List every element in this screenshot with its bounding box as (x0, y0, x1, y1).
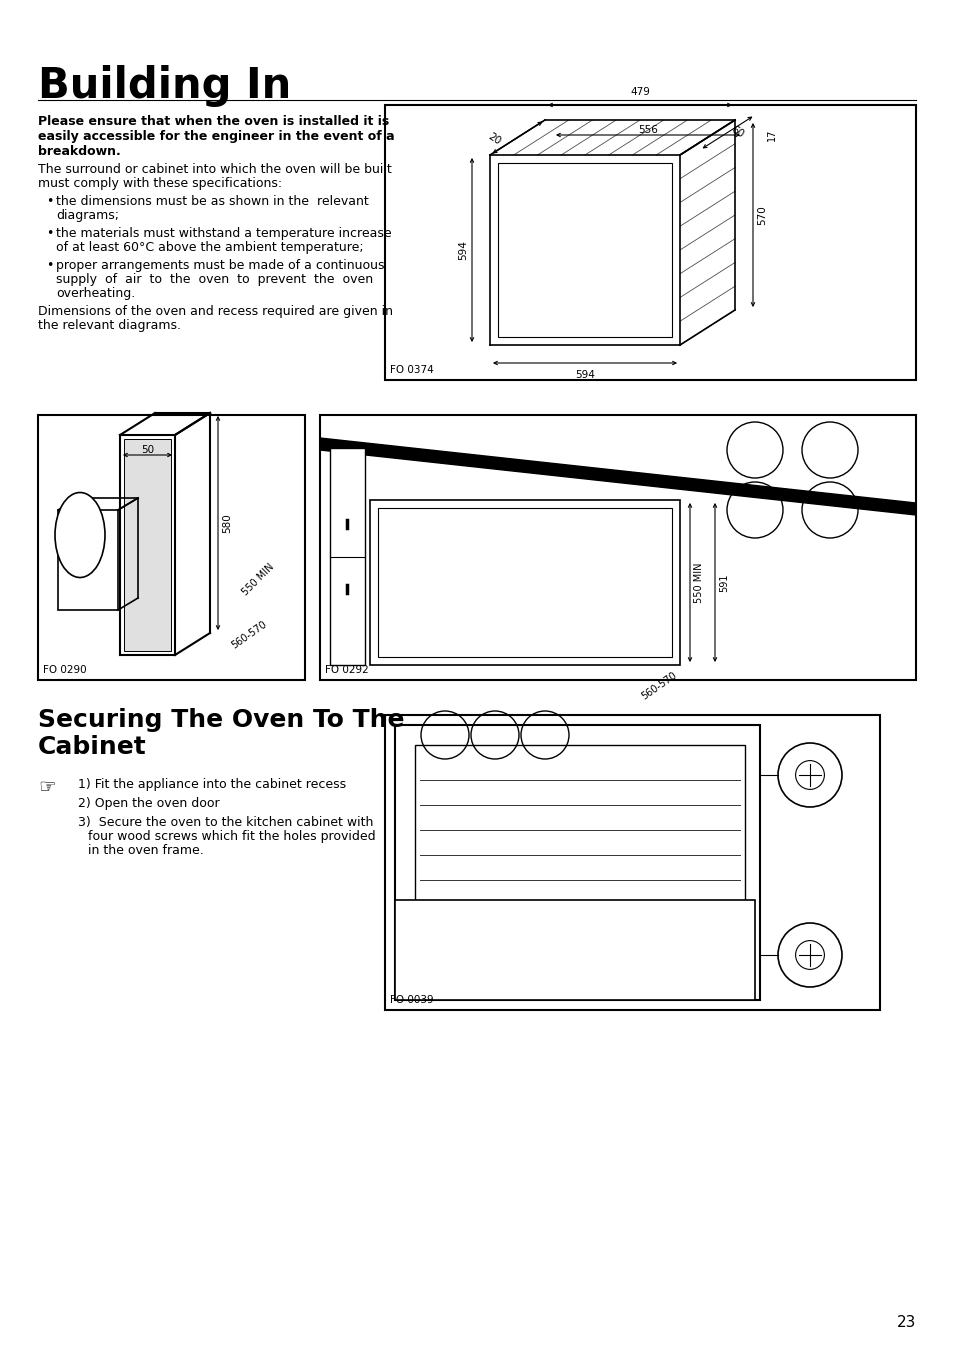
Text: the relevant diagrams.: the relevant diagrams. (38, 319, 181, 332)
Text: 594: 594 (575, 370, 595, 380)
Text: 570: 570 (757, 205, 766, 224)
Bar (415, 744, 744, 985)
Text: Dimensions of the oven and recess required are given in: Dimensions of the oven and recess requir… (38, 305, 393, 317)
Text: ☞: ☞ (38, 778, 55, 797)
Text: easily accessible for the engineer in the event of a: easily accessible for the engineer in th… (38, 130, 395, 143)
Text: 560-570: 560-570 (639, 670, 679, 701)
Text: of at least 60°C above the ambient temperature;: of at least 60°C above the ambient tempe… (56, 240, 363, 254)
Bar (395, 725, 760, 1000)
Bar (124, 439, 171, 651)
Polygon shape (319, 438, 915, 515)
Bar (377, 508, 671, 657)
Text: 1) Fit the appliance into the cabinet recess: 1) Fit the appliance into the cabinet re… (78, 778, 346, 790)
Text: the dimensions must be as shown in the  relevant: the dimensions must be as shown in the r… (56, 195, 369, 208)
Text: 591: 591 (719, 573, 728, 592)
Text: 50: 50 (141, 444, 153, 455)
Text: FO 0039: FO 0039 (390, 994, 434, 1005)
Text: 556: 556 (638, 126, 658, 135)
Text: 20: 20 (485, 132, 502, 147)
Text: in the oven frame.: in the oven frame. (88, 844, 204, 857)
Text: 17: 17 (766, 128, 776, 142)
Text: FO 0374: FO 0374 (390, 365, 434, 376)
Text: FO 0290: FO 0290 (43, 665, 87, 676)
Text: •: • (46, 195, 53, 208)
Text: diagrams;: diagrams; (56, 209, 119, 222)
Text: 594: 594 (457, 240, 468, 259)
Text: 560-570: 560-570 (230, 619, 269, 651)
Text: 23: 23 (896, 1315, 915, 1329)
Bar (385, 715, 879, 1011)
Text: The surround or cabinet into which the oven will be built: The surround or cabinet into which the o… (38, 163, 392, 176)
Bar (330, 449, 365, 665)
Text: four wood screws which fit the holes provided: four wood screws which fit the holes pro… (88, 830, 375, 843)
Bar (58, 509, 118, 611)
Bar (385, 105, 915, 380)
Text: Please ensure that when the oven is installed it is: Please ensure that when the oven is inst… (38, 115, 389, 128)
Bar (497, 163, 671, 336)
Bar (370, 500, 679, 665)
Text: Building In: Building In (38, 65, 291, 107)
Bar (38, 415, 305, 680)
Bar (395, 900, 754, 1000)
Text: 3)  Secure the oven to the kitchen cabinet with: 3) Secure the oven to the kitchen cabine… (78, 816, 373, 830)
Text: 60: 60 (729, 124, 745, 141)
Text: FO 0292: FO 0292 (325, 665, 369, 676)
Text: 2) Open the oven door: 2) Open the oven door (78, 797, 219, 811)
Text: •: • (46, 259, 53, 272)
Text: 550 MIN: 550 MIN (693, 562, 703, 603)
Text: must comply with these specifications:: must comply with these specifications: (38, 177, 282, 190)
Text: overheating.: overheating. (56, 286, 135, 300)
Text: •: • (46, 227, 53, 240)
Text: 550 MIN: 550 MIN (240, 562, 275, 598)
Text: Securing The Oven To The: Securing The Oven To The (38, 708, 404, 732)
Text: Cabinet: Cabinet (38, 735, 147, 759)
Text: the materials must withstand a temperature increase: the materials must withstand a temperatu… (56, 227, 392, 240)
Text: supply  of  air  to  the  oven  to  prevent  the  oven: supply of air to the oven to prevent the… (56, 273, 373, 286)
Ellipse shape (55, 493, 105, 577)
Text: 479: 479 (629, 86, 649, 97)
Text: proper arrangements must be made of a continuous: proper arrangements must be made of a co… (56, 259, 384, 272)
Text: 580: 580 (222, 513, 232, 532)
Text: breakdown.: breakdown. (38, 145, 121, 158)
Bar (319, 415, 915, 680)
Bar (415, 928, 744, 940)
